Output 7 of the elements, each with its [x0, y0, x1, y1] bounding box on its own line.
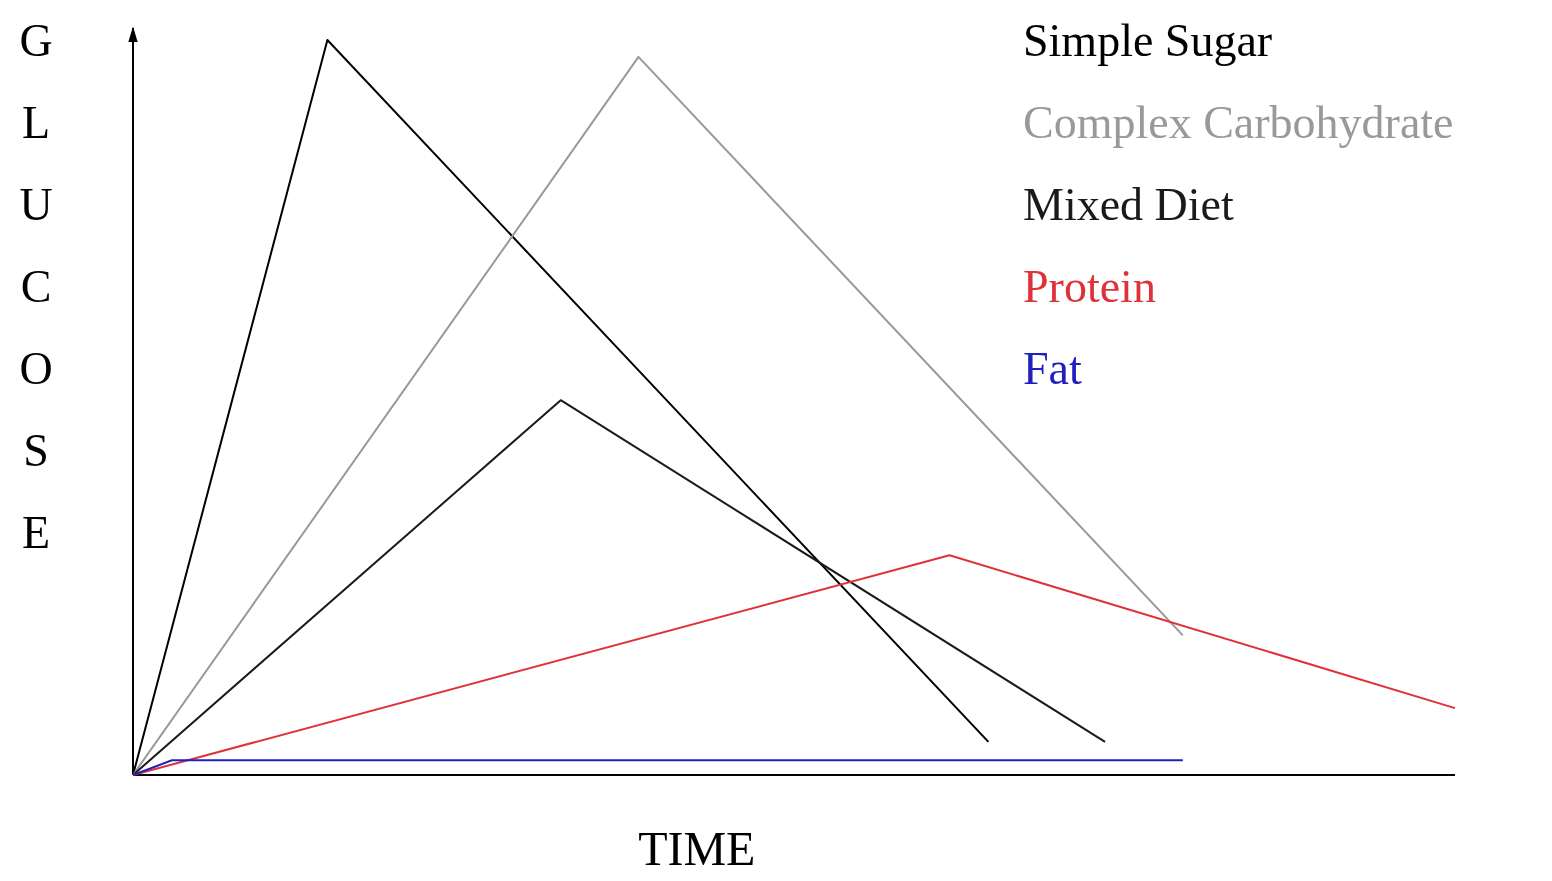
text: Fat: [1023, 343, 1082, 394]
text: Protein: [1023, 261, 1156, 312]
y-axis-title: GLUCOSE: [19, 15, 53, 558]
text: Mixed Diet: [1023, 179, 1235, 230]
text: Simple Sugar: [1023, 15, 1273, 66]
x-axis-title: TIME: [638, 822, 756, 875]
text: Complex Carbohydrate: [1023, 97, 1454, 148]
